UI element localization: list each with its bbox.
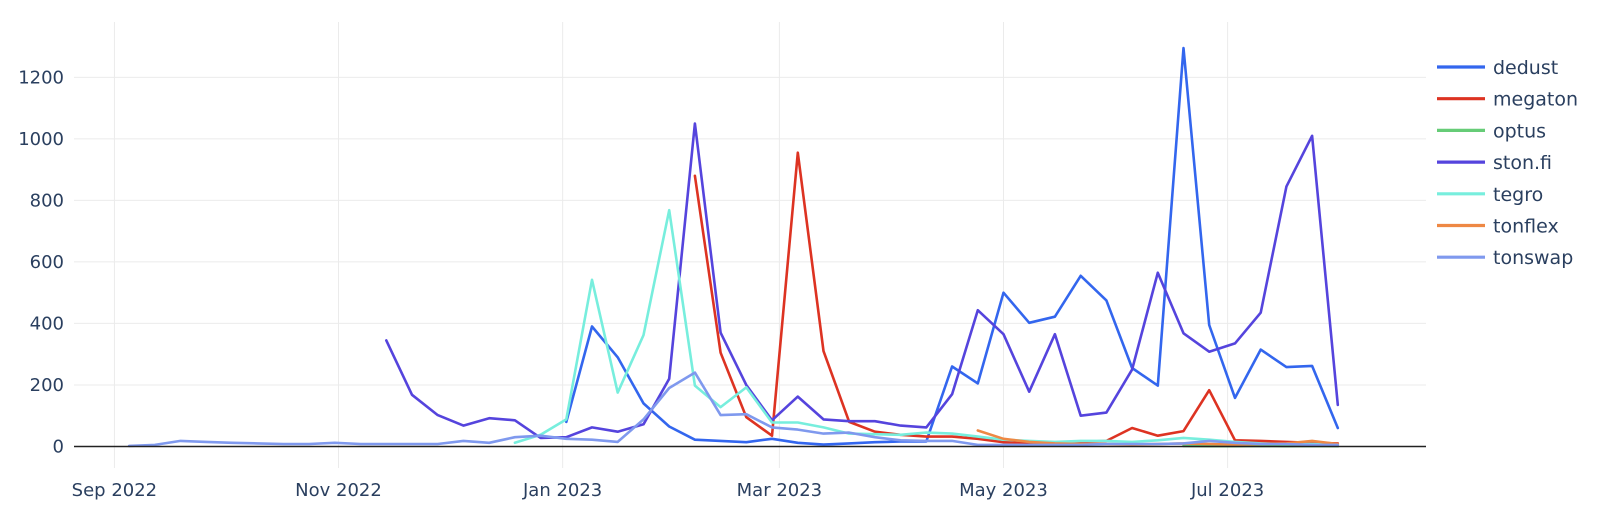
series-line-tegro <box>513 208 1340 446</box>
legend-item[interactable]: dedust <box>1437 57 1558 79</box>
legend-label: tonswap <box>1493 247 1573 269</box>
legend-item[interactable]: tegro <box>1437 184 1543 206</box>
series-line-ston-fi <box>384 122 1340 440</box>
y-tick-label: 800 <box>30 190 64 211</box>
legend-item[interactable]: megaton <box>1437 89 1578 111</box>
legend-label: megaton <box>1493 89 1578 111</box>
legend-label: tonflex <box>1493 216 1559 238</box>
series-line-megaton <box>693 151 1340 445</box>
legend-item[interactable]: optus <box>1437 120 1546 142</box>
series-line-tonflex <box>976 429 1340 446</box>
axes: 0 200 400 600 800 1000 1200 Sep 2022 Nov 2022 Jan… <box>18 67 1426 501</box>
legend[interactable]: dedust megaton optus ston.fi tegro tonflex ton… <box>1437 57 1578 269</box>
legend-item[interactable]: tonswap <box>1437 247 1573 269</box>
y-tick-label: 0 <box>53 436 64 457</box>
y-tick-label: 600 <box>30 252 64 273</box>
y-tick-label: 1200 <box>18 67 64 88</box>
legend-label: optus <box>1493 120 1546 142</box>
y-tick-label: 1000 <box>18 129 64 150</box>
x-tick-label: Jan 2023 <box>522 480 602 501</box>
grid <box>74 22 1426 468</box>
legend-label: dedust <box>1493 57 1558 79</box>
x-tick-label: Mar 2023 <box>737 480 823 501</box>
legend-label: ston.fi <box>1493 152 1552 174</box>
series-line-dedust <box>564 46 1340 446</box>
legend-label: tegro <box>1493 184 1543 206</box>
x-tick-label: Sep 2022 <box>72 480 157 501</box>
x-tick-label: Jul 2023 <box>1190 480 1264 501</box>
series-line-tonswap <box>127 371 1340 448</box>
x-tick-label: May 2023 <box>959 480 1048 501</box>
legend-item[interactable]: ston.fi <box>1437 152 1552 174</box>
series-lines <box>127 46 1340 448</box>
y-tick-label: 400 <box>30 313 64 334</box>
y-tick-label: 200 <box>30 375 64 396</box>
legend-item[interactable]: tonflex <box>1437 216 1559 238</box>
x-tick-label: Nov 2022 <box>295 480 382 501</box>
